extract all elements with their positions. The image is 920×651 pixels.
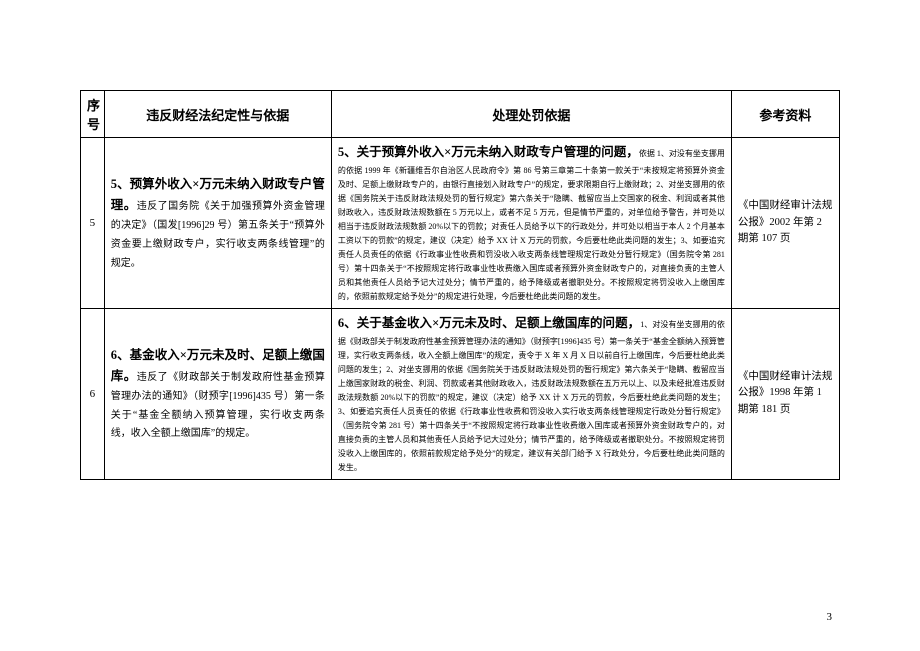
nature-cell: 5、预算外收入×万元未纳入财政专户管理。违反了国务院《关于加强预算外资金管理的决… <box>104 138 331 309</box>
header-seq: 序号 <box>81 91 105 138</box>
header-basis: 处理处罚依据 <box>331 91 731 138</box>
table-row: 5 5、预算外收入×万元未纳入财政专户管理。违反了国务院《关于加强预算外资金管理… <box>81 138 840 309</box>
seq-cell: 5 <box>81 138 105 309</box>
table-row: 6 6、基金收入×万元未及时、足额上缴国库。违反了《财政部关于制发政府性基金预算… <box>81 308 840 479</box>
ref-cell: 《中国财经审计法规公报》1998 年第 1 期第 181 页 <box>731 308 839 479</box>
table-header-row: 序号 违反财经法纪定性与依据 处理处罚依据 参考资料 <box>81 91 840 138</box>
header-nature: 违反财经法纪定性与依据 <box>104 91 331 138</box>
document-page: 序号 违反财经法纪定性与依据 处理处罚依据 参考资料 5 5、预算外收入×万元未… <box>0 0 920 520</box>
header-ref: 参考资料 <box>731 91 839 138</box>
nature-body: 违反了《财政部关于制发政府性基金预算管理办法的通知》（财预字[1996]435 … <box>111 372 325 440</box>
basis-body: 依据 1、对没有坐支挪用的依据 1999 年《新疆维吾尔自治区人民政府令》第 8… <box>338 149 725 301</box>
basis-title: 5、关于预算外收入×万元未纳入财政专户管理的问题， <box>338 145 639 159</box>
ref-cell: 《中国财经审计法规公报》2002 年第 2 期第 107 页 <box>731 138 839 309</box>
basis-body: 1、对没有坐支挪用的依据《财政部关于制发政府性基金预算管理办法的通知》（财预字[… <box>338 320 725 472</box>
regulation-table: 序号 违反财经法纪定性与依据 处理处罚依据 参考资料 5 5、预算外收入×万元未… <box>80 90 840 480</box>
basis-title: 6、关于基金收入×万元未及时、足额上缴国库的问题， <box>338 316 640 330</box>
nature-body: 违反了国务院《关于加强预算外资金管理的决定》（国发[1996]29 号）第五条关… <box>111 201 325 269</box>
page-number: 3 <box>827 611 833 623</box>
nature-cell: 6、基金收入×万元未及时、足额上缴国库。违反了《财政部关于制发政府性基金预算管理… <box>104 308 331 479</box>
seq-cell: 6 <box>81 308 105 479</box>
basis-cell: 6、关于基金收入×万元未及时、足额上缴国库的问题，1、对没有坐支挪用的依据《财政… <box>331 308 731 479</box>
basis-cell: 5、关于预算外收入×万元未纳入财政专户管理的问题，依据 1、对没有坐支挪用的依据… <box>331 138 731 309</box>
